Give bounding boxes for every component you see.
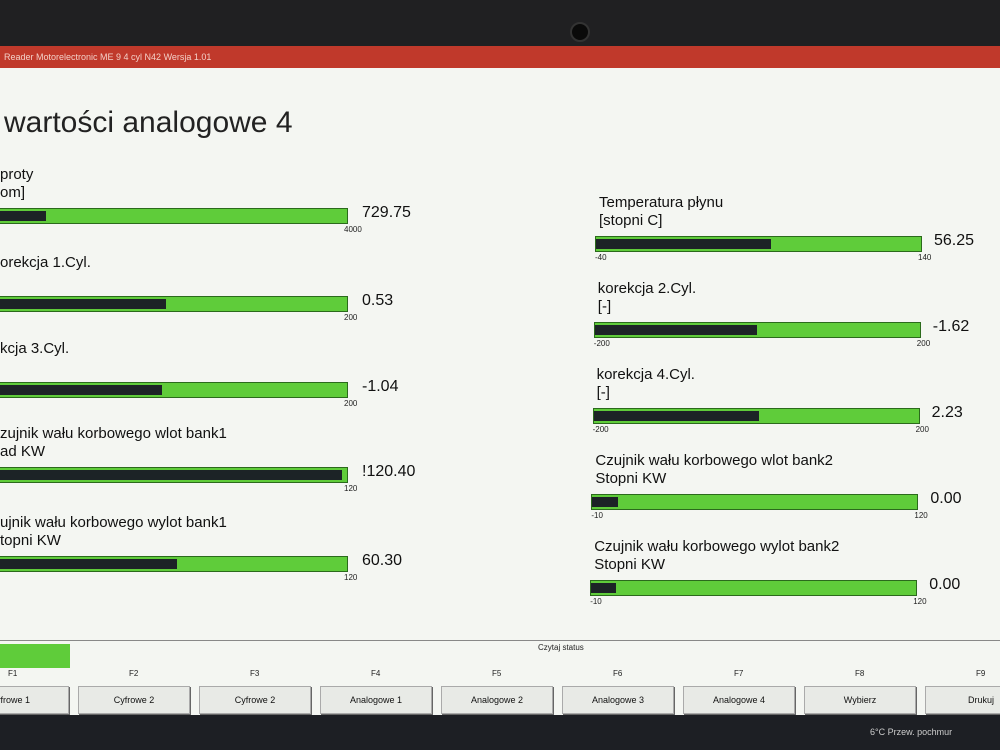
title-bar: Reader Motorelectronic ME 9 4 cyl N42 We…: [0, 46, 1000, 68]
function-button[interactable]: Analogowe 3: [562, 686, 674, 714]
gauge-fill: [593, 411, 759, 421]
gauge-label: ujnik wału korbowego wylot bank1: [0, 514, 227, 531]
gauge-max: 200: [915, 425, 929, 434]
gauge-value: -1.62: [932, 318, 970, 335]
gauge-label: Temperatura płynu: [599, 194, 724, 211]
gauge-label: zujnik wału korbowego wlot bank1: [0, 425, 227, 442]
gauge-label: proty: [0, 166, 34, 183]
gauge-label: Czujnik wału korbowego wylot bank2: [594, 538, 840, 555]
function-button[interactable]: Cyfrowe 2: [199, 686, 311, 714]
gauge-unit: Stopni KW: [595, 470, 667, 487]
gauge-fill: [0, 299, 166, 309]
gauge-value: -1.04: [362, 378, 399, 395]
function-button[interactable]: Cyfrowe 2: [78, 686, 190, 714]
gauge-unit: [-]: [596, 384, 610, 401]
function-button[interactable]: Analogowe 2: [441, 686, 553, 714]
gauge-fill: [592, 497, 618, 507]
gauge-fill: [0, 470, 342, 480]
function-bar: Czytaj status F1 yfrowe 1 F2 Cyfrowe 2 F3 Cyf…: [0, 640, 1000, 715]
gauge-label: kcja 3.Cyl.: [0, 340, 70, 357]
screen: wartości analogowe 4 Czytaj status F1 yfr…: [0, 68, 1000, 715]
gauge-value: 60.30: [362, 552, 403, 569]
gauge-unit: topni KW: [0, 532, 61, 549]
function-key: F4: [371, 669, 381, 678]
gauge-min: -10: [591, 511, 603, 520]
gauge-fill: [0, 385, 163, 395]
gauge-min: -200: [592, 425, 609, 434]
gauge-bar: [0, 556, 348, 572]
gauge-value: 0.00: [929, 576, 961, 593]
gauge-max: 4000: [344, 225, 362, 234]
function-button[interactable]: Analogowe 4: [683, 686, 795, 714]
gauge-value: !120.40: [362, 463, 416, 480]
gauge-max: 120: [344, 573, 358, 582]
gauge-max: 140: [918, 253, 932, 262]
active-key: [0, 644, 70, 668]
function-key: F3: [250, 669, 260, 678]
function-key: F6: [613, 669, 623, 678]
gauge-bar: [0, 467, 348, 483]
function-button[interactable]: Drukuj: [925, 686, 1000, 714]
gauge-label: Czujnik wału korbowego wlot bank2: [595, 452, 834, 469]
page-title: wartości analogowe 4: [4, 106, 293, 139]
function-key: F8: [855, 669, 865, 678]
function-key: F1: [8, 669, 18, 678]
gauge-min: -40: [595, 253, 607, 262]
gauge-bar: [0, 296, 348, 312]
gauge-unit: [-]: [597, 298, 612, 315]
function-button[interactable]: yfrowe 1: [0, 686, 69, 714]
function-key: F5: [492, 669, 502, 678]
gauge-max: 120: [914, 511, 928, 520]
gauge-unit: om]: [0, 184, 26, 201]
gauge-label: orekcja 1.Cyl.: [0, 254, 91, 271]
function-key: F9: [976, 669, 986, 678]
bezel: [0, 0, 1000, 46]
gauge-fill: [0, 211, 47, 221]
gauge-bar: [591, 494, 919, 510]
gauge-unit: [stopni C]: [599, 212, 663, 229]
gauge-fill: [594, 325, 757, 335]
function-button[interactable]: Analogowe 1: [320, 686, 432, 714]
gauge-max: 200: [344, 399, 358, 408]
gauge-bar: [0, 208, 348, 224]
gauge-value: 2.23: [931, 404, 963, 421]
taskbar: 6°C Przew. pochmur: [0, 715, 1000, 750]
status-label: Czytaj status: [538, 643, 584, 652]
gauge-bar: [593, 322, 921, 338]
gauge-fill: [591, 583, 617, 593]
weather: 6°C Przew. pochmur: [870, 727, 953, 737]
gauge-max: 200: [916, 339, 931, 348]
gauge-fill: [596, 239, 771, 249]
gauge-label: korekcja 4.Cyl.: [596, 366, 695, 383]
gauge-bar: [595, 236, 922, 252]
gauge-unit: Stopni KW: [594, 556, 666, 573]
camera: [570, 22, 590, 42]
function-key: F2: [129, 669, 139, 678]
gauge-max: 120: [913, 597, 927, 606]
gauge-fill: [0, 559, 177, 569]
gauge-bar: [0, 382, 348, 398]
gauge-label: korekcja 2.Cyl.: [597, 280, 697, 297]
gauge-value: 729.75: [362, 204, 411, 221]
gauge-unit: ad KW: [0, 443, 46, 460]
gauge-bar: [590, 580, 918, 596]
gauge-min: -200: [593, 339, 610, 348]
function-key: F7: [734, 669, 744, 678]
gauge-max: 120: [344, 484, 358, 493]
function-button[interactable]: Wybierz: [804, 686, 916, 714]
gauge-min: -10: [590, 597, 602, 606]
gauge-value: 0.00: [930, 490, 962, 507]
gauge-bar: [592, 408, 920, 424]
gauge-value: 0.53: [362, 292, 394, 309]
gauge-max: 200: [344, 313, 358, 322]
gauge-value: 56.25: [934, 232, 975, 249]
